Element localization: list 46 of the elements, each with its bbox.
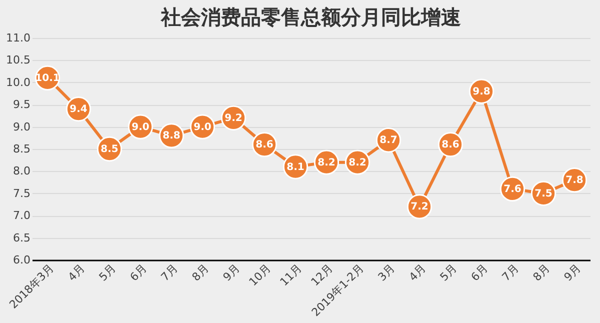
x-tick-label: 12月 [308, 262, 336, 289]
text: 7.5 [534, 188, 552, 200]
x-tick-label: 10月 [246, 262, 274, 289]
x-tick-label: 8月 [190, 262, 212, 284]
y-tick-label: 10.5 [6, 54, 30, 67]
x-tick-label: 4月 [406, 262, 428, 284]
text: 10.1 [35, 72, 60, 84]
text: 8.1 [286, 162, 304, 173]
y-tick-label: 10.0 [6, 76, 30, 89]
text: 9.4 [70, 104, 88, 116]
text: 9.8 [472, 86, 490, 98]
y-tick-label: 9.5 [13, 98, 30, 112]
x-tick-label: 7月 [158, 262, 180, 284]
chart-title: 社会消费品零售总额分月同比增速 [160, 5, 461, 29]
text: 8.6 [442, 140, 460, 151]
y-tick-label: 11.0 [6, 32, 30, 44]
y-tick-label: 9.0 [13, 120, 30, 134]
x-tick-label: 9月 [562, 262, 584, 284]
text: 9.0 [194, 122, 212, 133]
text: 7.2 [410, 202, 428, 213]
x-tick-label: 7月 [500, 262, 522, 284]
x-tick-label: 11月 [278, 262, 304, 289]
y-tick-label: 8.5 [13, 142, 30, 156]
text: 8.8 [162, 130, 180, 142]
y-tick-label: 7.0 [13, 209, 30, 222]
text: 7.8 [566, 175, 584, 186]
text: 8.6 [256, 140, 274, 151]
x-tick-label: 6月 [468, 262, 490, 284]
text: 7.6 [504, 184, 522, 195]
x-tick-label: 6月 [128, 262, 150, 284]
text: 8.5 [100, 144, 118, 155]
y-tick-label: 6.0 [13, 254, 30, 266]
x-tick-label: 8月 [530, 262, 552, 284]
x-tick-label: 9月 [220, 262, 242, 284]
x-tick-label: 5月 [438, 262, 460, 284]
text: 9.2 [224, 112, 242, 124]
x-tick-label: 3月 [376, 262, 398, 284]
y-tick-label: 8.0 [13, 164, 30, 178]
x-tick-label: 4月 [66, 262, 88, 284]
y-tick-label: 7.5 [13, 186, 30, 200]
text: 8.2 [348, 157, 366, 168]
y-tick-label: 6.5 [13, 231, 30, 244]
x-tick-label: 5月 [96, 262, 118, 284]
text: 9.0 [132, 122, 150, 133]
text: 8.7 [380, 135, 398, 146]
text: 8.2 [318, 157, 336, 168]
